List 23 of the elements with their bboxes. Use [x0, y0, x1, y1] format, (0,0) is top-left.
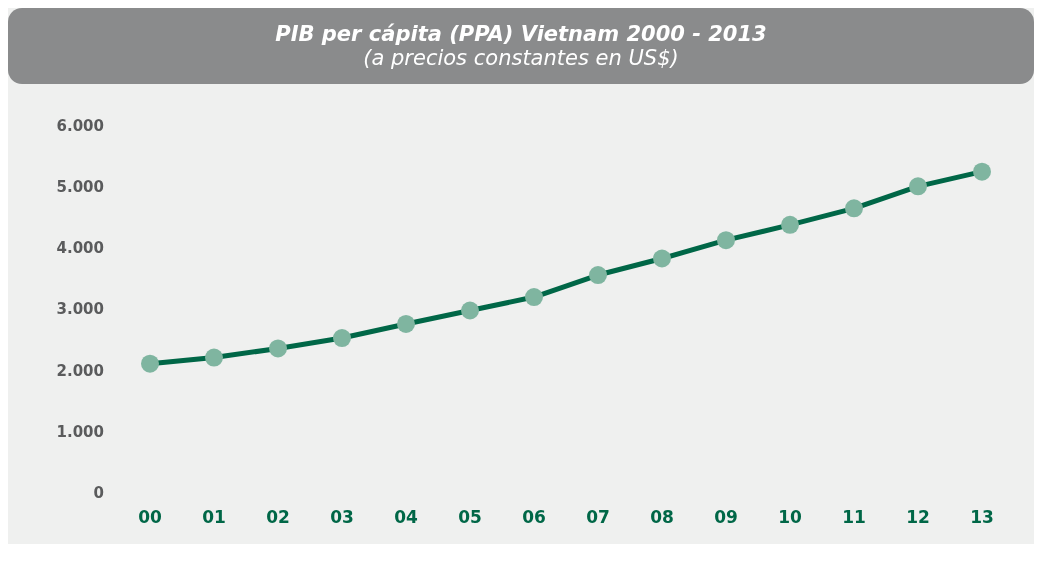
x-tick-label: 08: [650, 506, 674, 527]
x-tick-label: 00: [138, 506, 162, 527]
x-tick-label: 12: [906, 506, 930, 527]
x-tick-label: 13: [970, 506, 994, 527]
y-tick-label: 1.000: [56, 422, 104, 441]
y-tick-label: 2.000: [56, 361, 104, 380]
y-tick-label: 3.000: [56, 300, 104, 319]
y-tick-label: 6.000: [56, 116, 104, 135]
x-tick-label: 09: [714, 506, 738, 527]
y-tick-label: 5.000: [56, 178, 104, 197]
x-tick-label: 06: [522, 506, 546, 527]
chart-title: PIB per cápita (PPA) Vietnam 2000 - 2013: [274, 22, 768, 46]
x-tick-label: 11: [842, 506, 866, 527]
chart-subtitle: (a precios constantes en US$): [362, 46, 680, 70]
x-tick-label: 10: [778, 506, 802, 527]
x-tick-label: 04: [394, 506, 418, 527]
x-tick-label: 07: [586, 506, 610, 527]
x-tick-label: 05: [458, 506, 482, 527]
x-tick-label: 01: [202, 506, 226, 527]
x-tick-label: 03: [330, 506, 354, 527]
y-tick-label: 4.000: [56, 239, 104, 258]
y-tick-label: 0: [93, 483, 104, 502]
x-tick-label: 02: [266, 506, 290, 527]
